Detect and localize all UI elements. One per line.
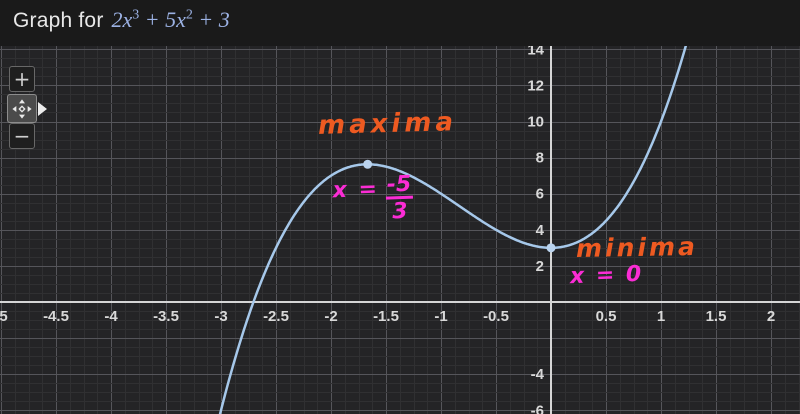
formula-term: 2x — [111, 7, 133, 32]
pan-button[interactable] — [7, 94, 37, 123]
move-arrows-icon — [12, 98, 32, 119]
x-tick-label: -1.5 — [373, 308, 399, 325]
x-tick-label: -4.5 — [43, 308, 69, 325]
y-tick-label: 10 — [527, 114, 544, 131]
y-tick-label: -4 — [531, 366, 545, 383]
function-curve — [218, 46, 688, 414]
zoom-in-button[interactable]: + — [9, 66, 35, 92]
y-tick-label: 6 — [536, 186, 544, 203]
page-title: Graph for — [13, 9, 104, 32]
maximum-point — [363, 159, 373, 169]
x-tick-label: -3.5 — [153, 308, 179, 325]
y-tick-label: 8 — [536, 150, 544, 167]
x-tick-label: -0.5 — [483, 308, 509, 325]
formula-term: + 5x — [139, 7, 186, 32]
x-tick-label: 0.5 — [596, 308, 617, 325]
x-tick-label: 1.5 — [706, 308, 727, 325]
minimum-point — [546, 243, 556, 253]
x-tick-label: -3 — [214, 308, 227, 325]
formula-exponent: 3 — [132, 7, 140, 23]
formula-exponent: 2 — [185, 7, 193, 23]
title-bar: Graph for 2x3 + 5x2 + 3 — [0, 0, 800, 46]
x-tick-label: -4 — [104, 308, 118, 325]
y-tick-label: -6 — [531, 402, 544, 414]
y-tick-label: 2 — [536, 258, 544, 275]
x-tick-label: -1 — [434, 308, 447, 325]
formula-term: + 3 — [192, 7, 230, 32]
y-tick-label: 14 — [527, 41, 544, 58]
x-tick-label: -2.5 — [263, 308, 289, 325]
zoom-out-button[interactable]: − — [9, 123, 35, 149]
expand-arrow-icon[interactable] — [38, 102, 47, 116]
x-tick-label: -5 — [0, 308, 8, 325]
x-tick-label: -2 — [324, 308, 337, 325]
x-tick-label: 1 — [657, 308, 665, 325]
y-tick-label: 4 — [536, 222, 545, 239]
function-expression: 2x3 + 5x2 + 3 — [112, 7, 230, 32]
x-tick-label: 2 — [767, 308, 775, 325]
y-tick-label: 12 — [527, 77, 544, 94]
